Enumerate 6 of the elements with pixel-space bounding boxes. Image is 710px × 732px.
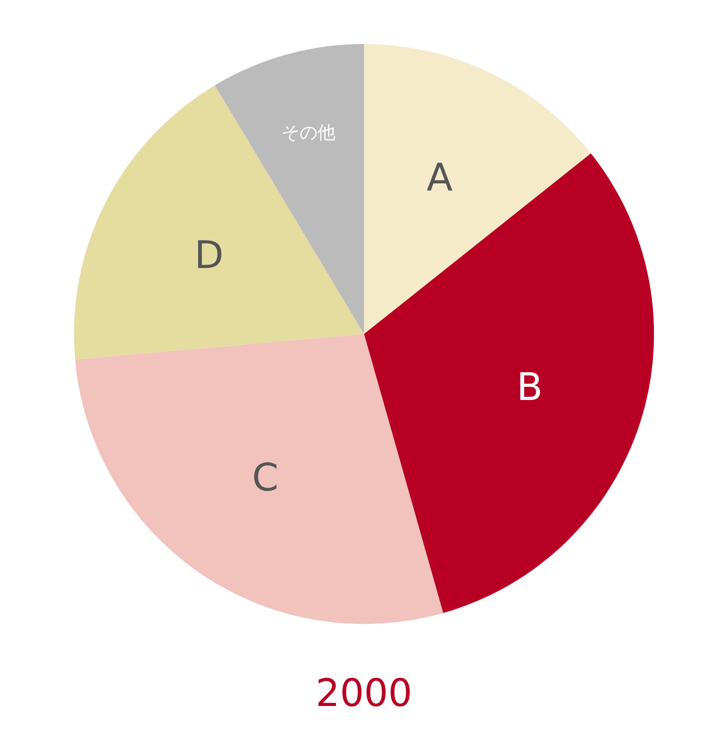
slice-label: D [194, 233, 224, 278]
slice-label: C [252, 455, 279, 500]
slice-label: その他 [281, 122, 336, 144]
slice-label: A [426, 155, 453, 200]
text: 2000 [316, 671, 412, 715]
slice-label: B [516, 365, 543, 410]
